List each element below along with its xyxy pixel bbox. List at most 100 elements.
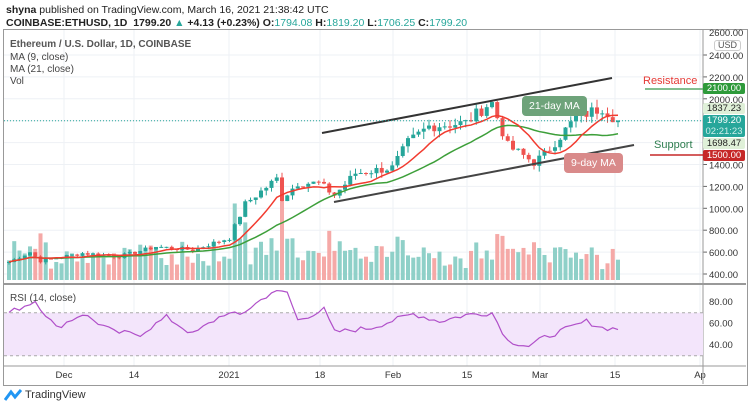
volume-bar [516,252,521,280]
last-price: 1799.20 [133,17,172,29]
price-tick-label: 400.00 [709,270,738,281]
volume-bar [311,251,316,280]
candle-body [253,197,258,200]
candle-body [80,253,85,256]
candle-body [248,199,253,202]
candle-body [500,118,505,137]
volume-bar [227,258,232,280]
legend-ma21[interactable]: MA (21, close) [10,64,74,75]
volume-bar [442,265,447,280]
change: +4.13 (+0.23%) [187,17,260,29]
candle-body [358,173,363,175]
volume-bar [327,230,332,280]
legend-vol[interactable]: Vol [10,76,24,87]
candle-body [316,181,321,183]
candle-body [154,246,158,250]
candle-body [458,121,463,126]
volume-bar [337,241,342,280]
candle-body [521,148,526,155]
volume-bar [437,251,442,280]
currency-label: USD [714,40,742,51]
tradingview-logo[interactable]: TradingView [4,389,86,401]
ma9-line [8,114,619,263]
chart-frame[interactable] [3,29,748,386]
high: 1819.20 [326,17,365,29]
legend-rsi[interactable]: RSI (14, close) [10,293,77,304]
last-price-value: 1799.20 [706,115,742,126]
channel-upper-line [321,77,613,134]
volume-bar [306,250,311,280]
candle-body [327,183,332,193]
volume-bar [169,254,174,280]
volume-bar [469,250,473,280]
candle-body [589,107,594,117]
symbol: COINBASE:ETHUSD, 1D [6,17,128,29]
volume-bar [416,256,421,280]
open: 1794.08 [274,17,313,29]
candle-body [85,253,90,255]
candle-body [127,251,132,254]
candle-body [469,120,473,122]
publisher: shyna [6,4,37,16]
candle-body [385,170,389,173]
volume-bar [421,247,426,280]
candle-body [568,121,573,128]
volume-bar [264,254,269,280]
candle-body [479,108,484,116]
volume-bar [28,246,32,280]
volume-bar [112,253,116,280]
volume-bar [190,262,195,280]
candle-body [17,258,22,260]
resistance-label: Resistance [643,75,698,87]
volume-bar [537,248,542,280]
publish-info: shyna published on TradingView.com, Marc… [6,4,329,16]
volume-bar [579,258,584,280]
volume-bar [584,254,589,280]
volume-bar [211,241,216,280]
candle-body [453,125,458,128]
candle-body [269,180,274,188]
last-price-tag: 1799.20 02:21:23 [703,115,745,137]
volume-bar [332,250,337,280]
volume-bar [479,258,484,280]
volume-bar [448,264,452,280]
volume-bar [164,265,169,280]
candle-body [280,177,284,202]
volume-bar [353,247,358,280]
volume-bar [558,247,563,280]
candle-body [379,167,384,173]
volume-bar [117,257,122,280]
resistance-tag: 2100.00 [703,83,745,94]
volume-bar [248,264,253,280]
volume-bar [432,258,437,280]
candle-body [547,150,552,152]
volume-bar [427,253,431,280]
candle-body [222,240,227,242]
volume-bar [180,241,185,280]
symbol-info: COINBASE:ETHUSD, 1D 1799.20 ▲ +4.13 (+0.… [6,17,467,29]
candle-body [511,140,515,150]
volume-bar [369,261,374,280]
volume-bar [500,235,505,280]
volume-bar [395,236,400,280]
volume-bar [411,257,416,280]
volume-bar [374,245,379,280]
candle-body [196,247,200,251]
o-label: O: [262,17,275,29]
rsi-tick-label: 80.00 [709,297,733,308]
time-tick-label: 2021 [218,370,239,381]
volume-bar [138,244,143,280]
support-label: Support [654,139,693,151]
rsi-band [4,312,703,356]
legend-ma9[interactable]: MA (9, close) [10,52,69,63]
candle-body [558,139,563,148]
candle-body [532,159,536,166]
candle-body [285,195,290,202]
price-top-label: 2600.00 [709,28,744,39]
volume-bar [101,257,106,280]
candle-body [43,258,48,263]
volume-bar [7,260,11,280]
candle-body [432,125,437,132]
volume-bar [143,248,148,280]
